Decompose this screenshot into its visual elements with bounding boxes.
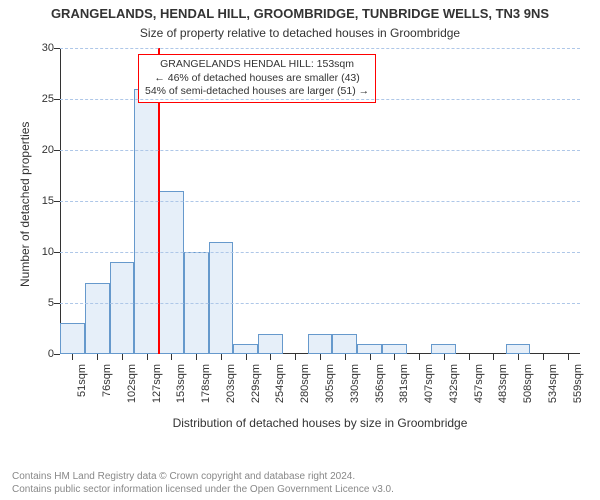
gridline <box>60 99 580 100</box>
x-tick-label: 254sqm <box>274 364 286 403</box>
x-tick-mark <box>444 354 445 360</box>
y-tick-mark <box>54 150 60 151</box>
histogram-bar <box>85 283 110 354</box>
x-tick-label: 76sqm <box>101 364 113 397</box>
histogram-bar <box>332 334 357 354</box>
chart-title: GRANGELANDS, HENDAL HILL, GROOMBRIDGE, T… <box>0 6 600 21</box>
annotation-box: GRANGELANDS HENDAL HILL: 153sqm ← 46% of… <box>138 54 376 103</box>
x-tick-label: 559sqm <box>572 364 584 403</box>
plot-area: GRANGELANDS HENDAL HILL: 153sqm ← 46% of… <box>60 48 580 354</box>
x-tick-label: 407sqm <box>423 364 435 403</box>
x-tick-mark <box>221 354 222 360</box>
gridline <box>60 303 580 304</box>
x-tick-label: 102sqm <box>126 364 138 403</box>
y-tick-label: 0 <box>48 348 54 360</box>
footer-line-1: Contains HM Land Registry data © Crown c… <box>12 470 394 483</box>
x-tick-mark <box>469 354 470 360</box>
x-tick-mark <box>543 354 544 360</box>
annotation-line-3: 54% of semi-detached houses are larger (… <box>145 85 369 99</box>
x-tick-mark <box>147 354 148 360</box>
y-tick-mark <box>54 99 60 100</box>
x-tick-label: 229sqm <box>250 364 262 403</box>
x-tick-label: 508sqm <box>522 364 534 403</box>
x-tick-mark <box>246 354 247 360</box>
histogram-bar <box>233 344 258 354</box>
gridline <box>60 201 580 202</box>
annotation-line-2: ← 46% of detached houses are smaller (43… <box>145 72 369 86</box>
x-tick-mark <box>196 354 197 360</box>
x-tick-mark <box>295 354 296 360</box>
y-tick-mark <box>54 252 60 253</box>
histogram-bar <box>110 262 135 354</box>
y-tick-mark <box>54 48 60 49</box>
x-tick-mark <box>345 354 346 360</box>
x-tick-mark <box>171 354 172 360</box>
x-tick-mark <box>568 354 569 360</box>
histogram-bar <box>159 191 184 354</box>
x-tick-mark <box>320 354 321 360</box>
x-tick-mark <box>370 354 371 360</box>
x-tick-label: 153sqm <box>175 364 187 403</box>
x-axis-label: Distribution of detached houses by size … <box>60 416 580 430</box>
x-tick-label: 457sqm <box>473 364 485 403</box>
x-tick-label: 356sqm <box>374 364 386 403</box>
x-tick-mark <box>97 354 98 360</box>
histogram-bar <box>357 344 382 354</box>
footer-line-2: Contains public sector information licen… <box>12 483 394 496</box>
y-tick-mark <box>54 201 60 202</box>
chart-container: GRANGELANDS, HENDAL HILL, GROOMBRIDGE, T… <box>0 0 600 500</box>
y-tick-label: 20 <box>42 144 54 156</box>
histogram-bar <box>506 344 531 354</box>
x-tick-label: 381sqm <box>398 364 410 403</box>
y-axis-label: Number of detached properties <box>18 121 32 286</box>
y-tick-label: 5 <box>48 297 54 309</box>
x-tick-mark <box>419 354 420 360</box>
x-tick-label: 534sqm <box>547 364 559 403</box>
x-tick-label: 178sqm <box>200 364 212 403</box>
x-tick-label: 483sqm <box>497 364 509 403</box>
chart-subtitle: Size of property relative to detached ho… <box>0 26 600 40</box>
x-tick-mark <box>270 354 271 360</box>
y-tick-label: 30 <box>42 42 54 54</box>
x-tick-mark <box>493 354 494 360</box>
y-tick-label: 10 <box>42 246 54 258</box>
footer-attribution: Contains HM Land Registry data © Crown c… <box>12 470 394 496</box>
y-tick-mark <box>54 354 60 355</box>
histogram-bar <box>209 242 234 354</box>
histogram-bar <box>308 334 333 354</box>
gridline <box>60 48 580 49</box>
x-tick-label: 432sqm <box>448 364 460 403</box>
x-tick-label: 330sqm <box>349 364 361 403</box>
y-tick-label: 25 <box>42 93 54 105</box>
histogram-bar <box>60 323 85 354</box>
x-tick-mark <box>122 354 123 360</box>
x-tick-mark <box>72 354 73 360</box>
histogram-bar <box>431 344 456 354</box>
x-tick-label: 127sqm <box>151 364 163 403</box>
y-tick-label: 15 <box>42 195 54 207</box>
x-tick-label: 280sqm <box>299 364 311 403</box>
x-tick-label: 51sqm <box>76 364 88 397</box>
histogram-bar <box>258 334 283 354</box>
histogram-bar <box>134 89 159 354</box>
y-tick-mark <box>54 303 60 304</box>
x-tick-mark <box>394 354 395 360</box>
x-tick-mark <box>518 354 519 360</box>
gridline <box>60 252 580 253</box>
x-tick-label: 305sqm <box>324 364 336 403</box>
x-tick-label: 203sqm <box>225 364 237 403</box>
gridline <box>60 150 580 151</box>
histogram-bar <box>382 344 407 354</box>
annotation-line-1: GRANGELANDS HENDAL HILL: 153sqm <box>145 58 369 72</box>
